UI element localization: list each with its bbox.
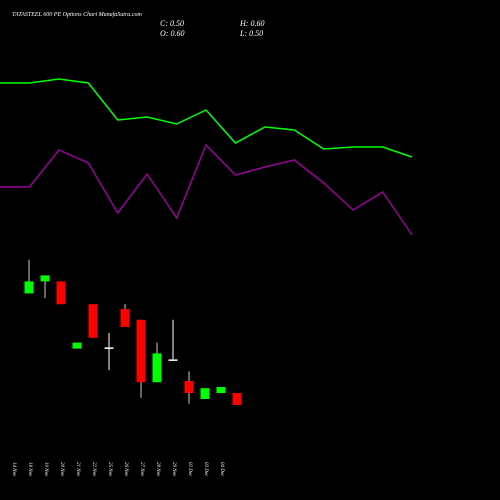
x-tick-label: 27 Nov [139,462,144,477]
candle-body [40,275,50,282]
chart-title: TATASTEEL 600 PE Options Chart MunafaSut… [12,11,142,18]
x-tick-label: 03 Dec [203,462,208,477]
x-tick-label: 02 Dec [187,462,192,477]
x-tick-label: 28 Nov [155,462,160,477]
candle-body [72,342,82,349]
candle-body [216,387,226,393]
stat: L: 0.50 [239,29,263,38]
x-tick-label: 19 Nov [43,462,48,477]
candle-body [136,319,146,383]
x-tick-label: 14 Nov [11,462,16,477]
x-tick-label: 29 Nov [171,462,176,477]
stat: O: 0.60 [160,29,184,38]
stat: C: 0.50 [160,19,184,28]
candle-body [56,281,66,305]
candle-body [184,381,194,393]
candle-body [232,393,242,405]
x-tick-label: 26 Nov [123,462,128,477]
candle-body [168,359,178,361]
x-tick-label: 20 Nov [59,462,64,477]
x-tick-label: 21 Nov [75,462,80,477]
x-tick-label: 22 Nov [91,462,96,477]
candle-body [200,388,210,399]
stat: H: 0.60 [239,19,264,28]
candle-body [88,304,98,338]
x-tick-label: 25 Nov [107,462,112,477]
x-tick-label: 18 Nov [27,462,32,477]
x-tick-label: 04 Dec [219,462,224,477]
line-series [0,143,413,236]
line-series [0,78,413,158]
candle-body [24,281,34,294]
candle-body [120,309,130,327]
candle-body [104,347,114,349]
candle-body [152,353,162,383]
